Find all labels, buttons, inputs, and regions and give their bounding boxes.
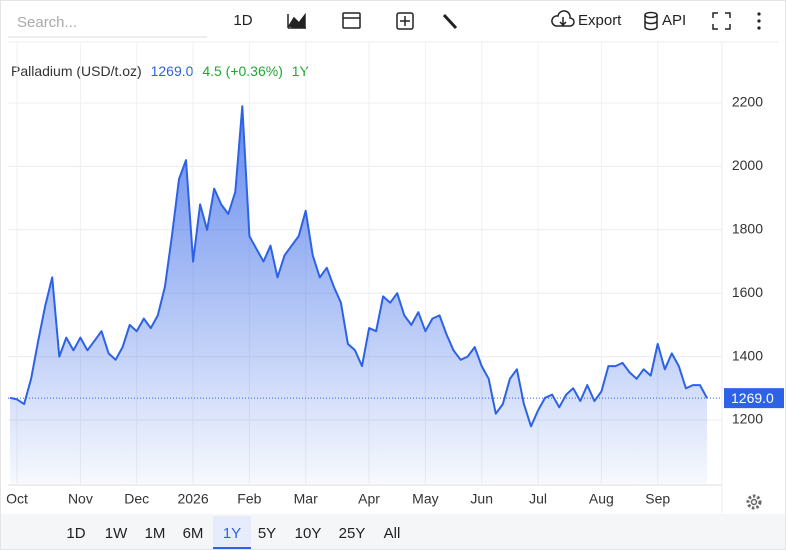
export-button[interactable]: Export [578,12,622,29]
last-price-tag [724,388,784,409]
range-selected-bg [213,516,251,549]
y-tick-label: 2000 [732,157,763,173]
settings-icon[interactable] [746,494,762,510]
x-tick-label: Jul [529,491,547,507]
range-button[interactable]: 10Y [295,525,322,542]
calendar-icon[interactable] [342,12,361,29]
add-icon[interactable] [396,12,414,30]
export-icon[interactable] [551,10,575,27]
range-bar [1,514,785,549]
range-button[interactable]: All [384,525,401,542]
x-tick-label: Feb [237,491,261,507]
last-price-tag-label: 1269.0 [731,390,774,406]
instrument-name: Palladium (USD/t.oz) [11,63,142,79]
fullscreen-icon[interactable] [712,12,731,30]
area [10,106,707,484]
period: 1Y [292,63,310,79]
y-tick-label: 1800 [732,221,763,237]
x-tick-label: Jun [470,491,493,507]
x-tick-label: Nov [68,491,93,507]
chart-type-icon[interactable] [287,12,306,29]
search-box[interactable]: Search... [17,14,77,31]
interval-button[interactable]: 1D [233,12,252,29]
x-tick-label: Apr [358,491,380,507]
x-tick-label: Dec [124,491,149,507]
range-button[interactable]: 25Y [339,525,366,542]
tools-icon[interactable] [442,13,458,30]
y-tick-label: 2200 [732,94,763,110]
y-tick-label: 1600 [732,284,763,300]
x-tick-label: May [412,491,438,507]
y-tick-label: 1400 [732,347,763,363]
x-tick-label: 2026 [177,491,208,507]
chart-header: Palladium (USD/t.oz) 1269.0 4.5 (+0.36%)… [11,63,310,79]
price-change: 4.5 (+0.36%) [202,63,283,79]
x-tick-label: Aug [589,491,614,507]
range-button[interactable]: 6M [183,525,204,542]
x-tick-label: Mar [294,491,318,507]
range-button[interactable]: 1W [105,525,128,542]
range-button[interactable]: 5Y [258,525,276,542]
range-button[interactable]: 1D [66,525,85,542]
api-icon[interactable] [644,11,658,31]
api-button[interactable]: API [662,12,686,29]
range-button[interactable]: 1M [145,525,166,542]
last-price: 1269.0 [151,63,194,79]
x-tick-label: Oct [6,491,28,507]
y-tick-label: 1200 [732,411,763,427]
x-tick-label: Sep [645,491,670,507]
range-button[interactable]: 1Y [223,525,241,542]
price-line [9,105,708,428]
menu-icon[interactable] [757,12,761,30]
